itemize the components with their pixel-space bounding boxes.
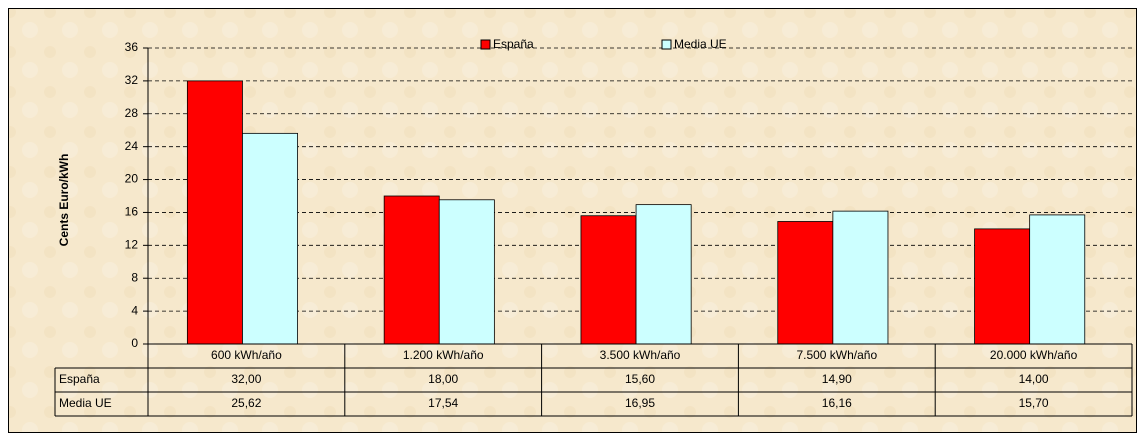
table-value: 14,00 <box>1019 372 1049 386</box>
table-value: 16,95 <box>625 396 655 410</box>
bar <box>832 210 889 345</box>
y-tick-label: 4 <box>131 303 138 317</box>
x-tick-label: 7.500 kWh/año <box>796 348 877 362</box>
y-tick-label: 24 <box>125 139 139 153</box>
bar <box>186 80 243 345</box>
table-row-label: Media UE <box>59 396 112 410</box>
legend-swatch <box>661 39 672 50</box>
x-tick-label: 1.200 kWh/año <box>403 348 484 362</box>
legend-label: España <box>493 37 534 51</box>
bar <box>438 199 495 345</box>
x-tick-label: 600 kWh/año <box>211 348 282 362</box>
bar <box>974 228 1031 345</box>
table-value: 15,70 <box>1019 396 1049 410</box>
bar <box>1029 214 1086 345</box>
x-tick-label: 3.500 kWh/año <box>600 348 681 362</box>
table-row-label: España <box>59 372 100 386</box>
chart-area <box>8 8 1137 433</box>
table-value: 18,00 <box>428 372 458 386</box>
table-value: 32,00 <box>231 372 261 386</box>
bar <box>635 204 692 345</box>
y-tick-label: 8 <box>131 270 138 284</box>
bar <box>383 195 440 345</box>
bar <box>242 132 298 345</box>
bar <box>580 215 637 345</box>
table-value: 16,16 <box>822 396 852 410</box>
legend-label: Media UE <box>674 37 727 51</box>
legend-swatch <box>480 39 491 50</box>
y-tick-label: 12 <box>125 238 139 252</box>
y-tick-label: 32 <box>125 73 139 87</box>
y-tick-label: 20 <box>125 172 139 186</box>
y-tick-label: 16 <box>125 205 139 219</box>
table-value: 25,62 <box>231 396 261 410</box>
bar <box>777 221 834 345</box>
y-tick-label: 0 <box>131 336 138 350</box>
table-value: 15,60 <box>625 372 655 386</box>
x-tick-label: 20.000 kWh/año <box>990 348 1078 362</box>
y-tick-label: 36 <box>125 40 139 54</box>
y-tick-label: 28 <box>125 106 139 120</box>
table-value: 14,90 <box>822 372 852 386</box>
y-axis-label: Cents Euro/kWh <box>57 154 71 247</box>
table-value: 17,54 <box>428 396 458 410</box>
